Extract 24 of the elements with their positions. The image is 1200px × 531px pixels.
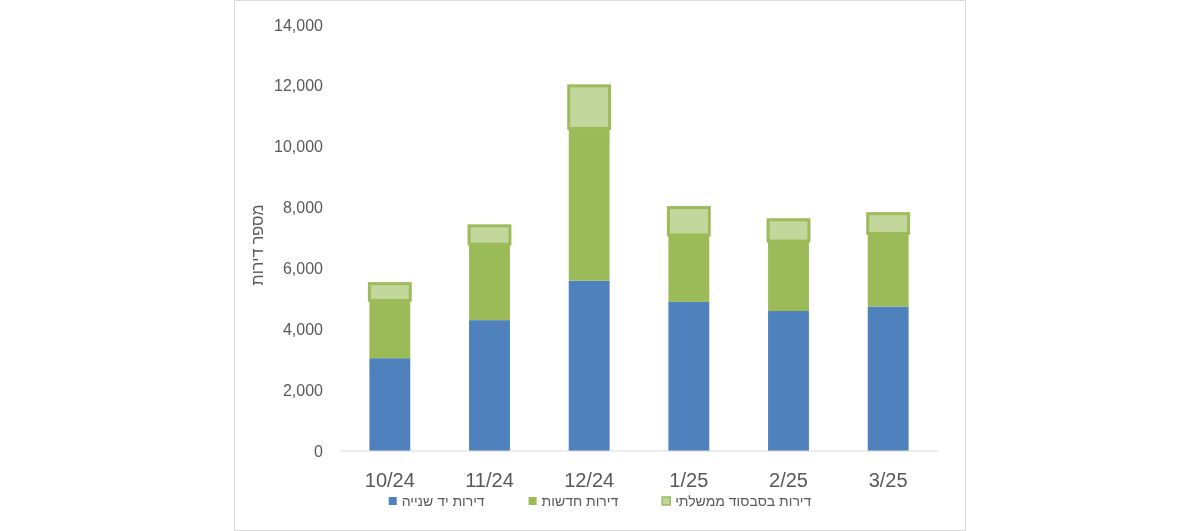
y-tick-label: 4,000 [282, 320, 324, 338]
x-tick-label: 12/24 [564, 469, 615, 491]
x-tick-label: 2/25 [769, 469, 808, 491]
legend-label: דירות יד שנייה [401, 492, 485, 509]
y-axis-title: מספר דירות [248, 204, 266, 286]
bar [568, 280, 610, 451]
y-tick-label: 12,000 [274, 77, 324, 95]
x-tick-label: 3/25 [868, 469, 908, 491]
y-tick-label: 8,000 [282, 199, 324, 217]
bar [469, 320, 510, 451]
x-tick-label: 10/24 [364, 469, 415, 491]
y-tick-label: 6,000 [282, 260, 324, 278]
x-tick-label: 1/25 [669, 469, 709, 491]
bar [867, 306, 909, 451]
legend-label: דירות חדשות [541, 492, 619, 509]
bar [768, 311, 809, 451]
y-tick-label: 2,000 [282, 381, 324, 399]
y-tick-label: 10,000 [274, 138, 324, 156]
x-tick-label: 11/24 [465, 469, 514, 491]
y-tick-label: 0 [314, 442, 324, 460]
bar [668, 301, 710, 451]
legend-label: דירות בסבסוד ממשלתי [675, 492, 812, 509]
bar [369, 358, 411, 451]
y-tick-label: 14,000 [274, 16, 324, 34]
